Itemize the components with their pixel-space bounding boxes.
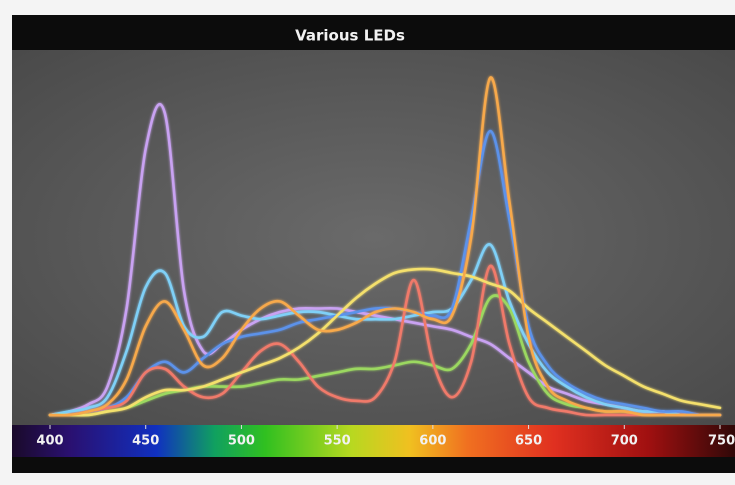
chart: Various LEDs 400 450 500 550 600 650 700 750 nm — [0, 0, 735, 485]
page: {"chart_data": { "type": "line", "title"… — [0, 0, 735, 485]
x-tick-label: 700 — [611, 434, 638, 449]
x-tick-label: 600 — [419, 434, 446, 449]
x-tick-label: 550 — [324, 434, 351, 449]
x-tick-label: 750 nm — [708, 434, 735, 449]
x-tick-label: 500 — [228, 434, 255, 449]
chart-title: Various LEDs — [295, 27, 405, 45]
x-tick-label: 450 — [132, 434, 159, 449]
x-tick-label: 650 — [515, 434, 542, 449]
x-tick-label: 400 — [36, 434, 63, 449]
